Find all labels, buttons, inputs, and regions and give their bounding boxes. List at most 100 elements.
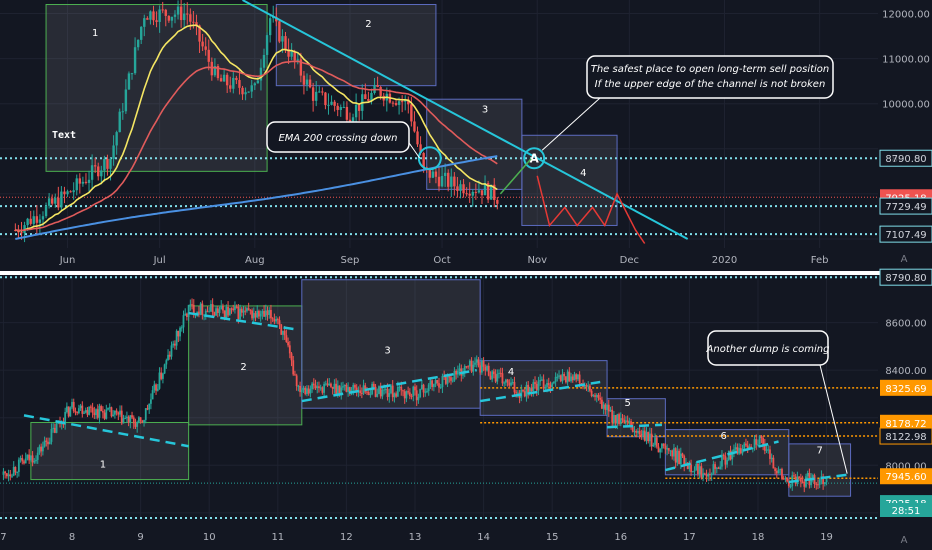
bottom-candle-body (318, 386, 320, 389)
bottom-candle-body (95, 409, 97, 416)
annotation-dump-callout[interactable]: Another dump is coming (706, 330, 830, 366)
top-candle-body (324, 92, 327, 106)
top-candle-body (186, 13, 189, 15)
pane-divider[interactable] (0, 271, 932, 275)
bottom-candle-body (635, 431, 638, 433)
bottom-candle-body (340, 387, 343, 395)
bottom-candle-body (763, 444, 766, 451)
bottom-candle-body (165, 360, 168, 365)
bottom-candle-body (426, 391, 428, 393)
bottom-candle-body (400, 386, 403, 391)
bottom-candle-body (734, 447, 737, 450)
top-candle-body (213, 65, 217, 76)
bottom-candle-body (424, 391, 427, 393)
bottom-zone-label: 1 (100, 460, 106, 471)
bottom-candle-body (705, 474, 708, 477)
top-zone-box (426, 98, 523, 190)
bottom-candle-body (741, 449, 744, 454)
bottom-candle-body (288, 345, 291, 354)
top-candle-body (293, 51, 296, 61)
top-candle-body (468, 193, 471, 196)
annotation-sell-callout[interactable]: The safest place to open long-term sell … (586, 55, 834, 99)
annotation-ema-callout[interactable]: EMA 200 crossing down (266, 121, 410, 153)
bottom-candle-body (444, 376, 447, 384)
projection-arrow-up (499, 158, 532, 195)
bottom-candle-body (539, 379, 542, 382)
bottom-candle-body (112, 414, 115, 417)
bottom-candle-body (775, 470, 778, 474)
bottom-candle-body (378, 386, 380, 394)
top-candle-body (161, 9, 164, 11)
bottom-time-label: 17 (683, 532, 696, 543)
top-price-axis[interactable]: 12000.0011000.0010000.008790.807925.1877… (878, 0, 932, 271)
top-candle-body (29, 218, 32, 224)
bottom-candle-body (487, 365, 490, 376)
bottom-candle-body (122, 418, 125, 424)
bottom-candle-body (386, 389, 389, 397)
bottom-candle-body (801, 481, 804, 483)
bottom-candle-body (678, 450, 680, 465)
top-candle-body (376, 84, 379, 88)
bottom-candle-body (393, 393, 396, 398)
bottom-candle-body (354, 385, 356, 388)
bottom-candle-body (347, 387, 350, 392)
bottom-candle-body (319, 387, 322, 389)
bottom-price-axis[interactable]: 8790.80 8600.00 8400.00 8325.69 8178.72 8122.… (878, 268, 932, 550)
bottom-candle-body (287, 342, 289, 346)
top-candle-body (97, 166, 100, 177)
bottom-candle-body (362, 385, 365, 394)
bottom-candle-body (715, 467, 718, 469)
top-time-label: Oct (433, 255, 450, 266)
bottom-candle-body (4, 471, 7, 474)
bottom-candle-body (745, 443, 747, 446)
bottom-candle-body (594, 395, 596, 397)
bottom-drawings (23, 311, 848, 484)
top-candle-body (477, 190, 481, 193)
top-candle-body (486, 183, 490, 200)
top-candle-body (440, 176, 444, 187)
bottom-candle-body (23, 461, 25, 464)
top-auto-scale-button[interactable]: A (901, 254, 908, 265)
top-time-axis[interactable]: Jun Jul Aug Sep Oct Nov Dec 2020 Feb (0, 248, 878, 271)
bottom-zone-label: 2 (240, 362, 246, 373)
bottom-candle-body (717, 467, 720, 469)
bottom-candle-body (263, 311, 265, 317)
bottom-candle-body (261, 311, 264, 314)
bottom-candle-body (645, 432, 648, 441)
bottom-candle-body (254, 313, 257, 318)
top-candle-body (278, 21, 281, 42)
top-candle-body (103, 158, 106, 171)
bottom-time-axis[interactable]: 7 8 9 10 11 12 13 14 15 16 17 18 19 (0, 522, 878, 550)
dump-callout-pointer (819, 364, 848, 474)
top-candle-body (232, 77, 235, 89)
top-price-tag-text: 7107.49 (885, 230, 926, 241)
bottom-candle-body (757, 444, 759, 446)
top-candle-body (244, 92, 247, 95)
top-candle-body (57, 197, 60, 208)
top-zone-label: 3 (482, 105, 488, 116)
bottom-candle-body (398, 386, 401, 388)
bottom-candle-body (688, 464, 691, 469)
bottom-candle-body (522, 389, 524, 392)
bottom-candle-body (31, 455, 34, 463)
bottom-candle-body (501, 373, 504, 384)
bottom-candle-body (697, 463, 699, 474)
bottom-candle-body (652, 444, 655, 447)
bottom-candle-body (606, 404, 608, 410)
top-candle-body (192, 21, 195, 23)
top-candle-body (176, 6, 180, 15)
top-candle-body (333, 101, 336, 106)
bottom-candle-body (811, 475, 814, 479)
bottom-candle-body (592, 395, 595, 397)
bottom-candle-body (657, 446, 660, 453)
ema-red-line (15, 60, 498, 232)
bottom-candle-body (89, 406, 92, 408)
bottom-candle-body (240, 308, 243, 313)
bottom-candle-body (328, 383, 331, 386)
bottom-time-label: 16 (614, 532, 627, 543)
bottom-candle-body (223, 310, 226, 318)
bottom-candle-body (100, 406, 103, 412)
bottom-auto-scale-button[interactable]: A (901, 535, 908, 546)
bottom-candle-body (246, 308, 248, 312)
